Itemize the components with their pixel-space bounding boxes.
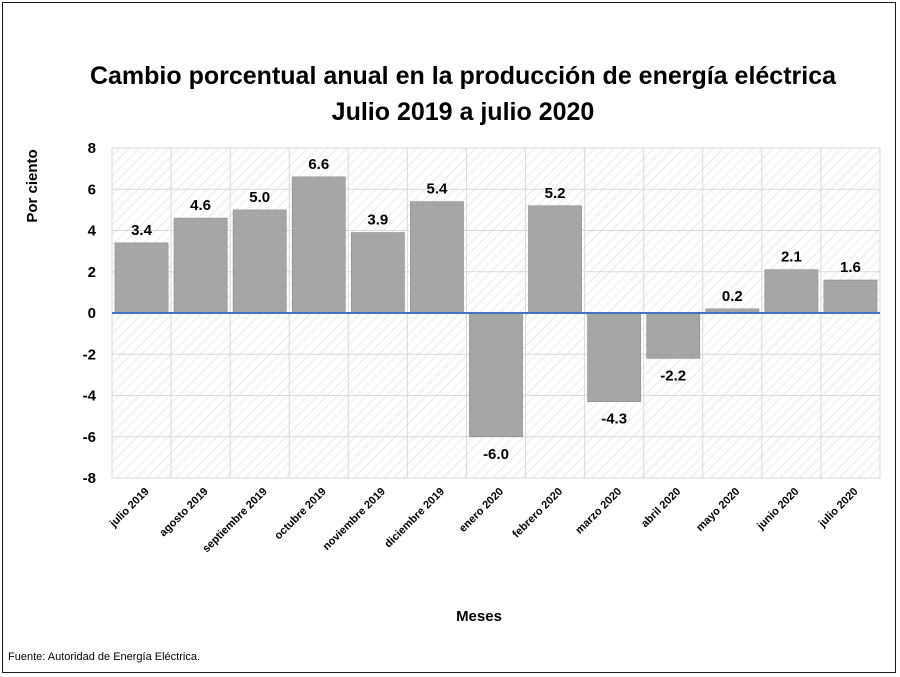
bar <box>291 176 346 314</box>
data-label: -2.2 <box>660 367 686 384</box>
x-tick-label: junio 2020 <box>754 486 801 533</box>
bar <box>350 232 405 314</box>
bar <box>469 312 523 438</box>
y-tick-label: 8 <box>88 140 96 157</box>
data-label: -4.3 <box>601 411 627 428</box>
source-note: Fuente: Autoridad de Energía Eléctrica. <box>8 651 201 663</box>
data-label: 5.2 <box>545 185 566 202</box>
x-tick-label: julio 2019 <box>107 486 152 531</box>
y-tick-label: -8 <box>83 470 96 487</box>
x-axis-label: Meses <box>456 608 502 625</box>
bar <box>764 269 819 314</box>
y-tick-label: -4 <box>83 388 97 405</box>
chart-title-line-2: Julio 2019 a julio 2020 <box>332 98 595 126</box>
data-label: 5.4 <box>426 181 448 198</box>
y-tick-label: 0 <box>88 305 96 322</box>
data-label: 1.6 <box>840 259 861 276</box>
x-tick-label: noviembre 2019 <box>321 486 388 553</box>
y-axis-label: Por ciento <box>24 149 41 222</box>
data-label: 6.6 <box>308 156 329 173</box>
y-axis-ticks: 8 6 4 2 0 -2 -4 -6 -8 <box>83 140 97 487</box>
data-labels: 3.4 4.6 5.0 6.6 3.9 5.4 -6.0 5.2 -4.3 -2.2 0.2 2.1 1… <box>131 156 861 463</box>
data-label: 5.0 <box>249 189 270 206</box>
bar <box>410 201 464 314</box>
y-tick-label: -6 <box>83 429 96 446</box>
bars <box>114 176 878 438</box>
x-tick-label: octubre 2019 <box>272 486 328 542</box>
y-tick-label: 4 <box>88 223 97 240</box>
bar <box>173 217 228 314</box>
y-tick-label: 6 <box>88 181 96 198</box>
x-tick-label: julio 2020 <box>816 486 861 531</box>
x-tick-label: agosto 2019 <box>157 486 210 539</box>
bar <box>114 242 169 314</box>
y-tick-label: -2 <box>83 346 96 363</box>
data-label: 4.6 <box>190 197 211 214</box>
data-label: -6.0 <box>483 446 509 463</box>
bar <box>232 209 287 314</box>
bar <box>528 205 582 314</box>
bar <box>587 312 642 402</box>
data-label: 3.4 <box>131 222 153 239</box>
chart-title-line-1: Cambio porcentual anual en la producción… <box>90 62 837 90</box>
x-tick-label: septiembre 2019 <box>200 486 269 555</box>
data-label: 2.1 <box>781 249 802 266</box>
x-tick-label: enero 2020 <box>457 486 506 535</box>
x-tick-label: abril 2020 <box>639 486 683 530</box>
bar <box>823 279 878 314</box>
x-tick-label: mayo 2020 <box>694 486 742 534</box>
bar <box>646 312 701 359</box>
x-tick-label: marzo 2020 <box>573 486 624 537</box>
data-label: 3.9 <box>367 212 388 229</box>
x-tick-label: febrero 2020 <box>510 486 565 541</box>
y-tick-label: 2 <box>88 264 96 281</box>
x-tick-label: diciembre 2019 <box>382 486 447 551</box>
data-label: 0.2 <box>722 288 743 305</box>
